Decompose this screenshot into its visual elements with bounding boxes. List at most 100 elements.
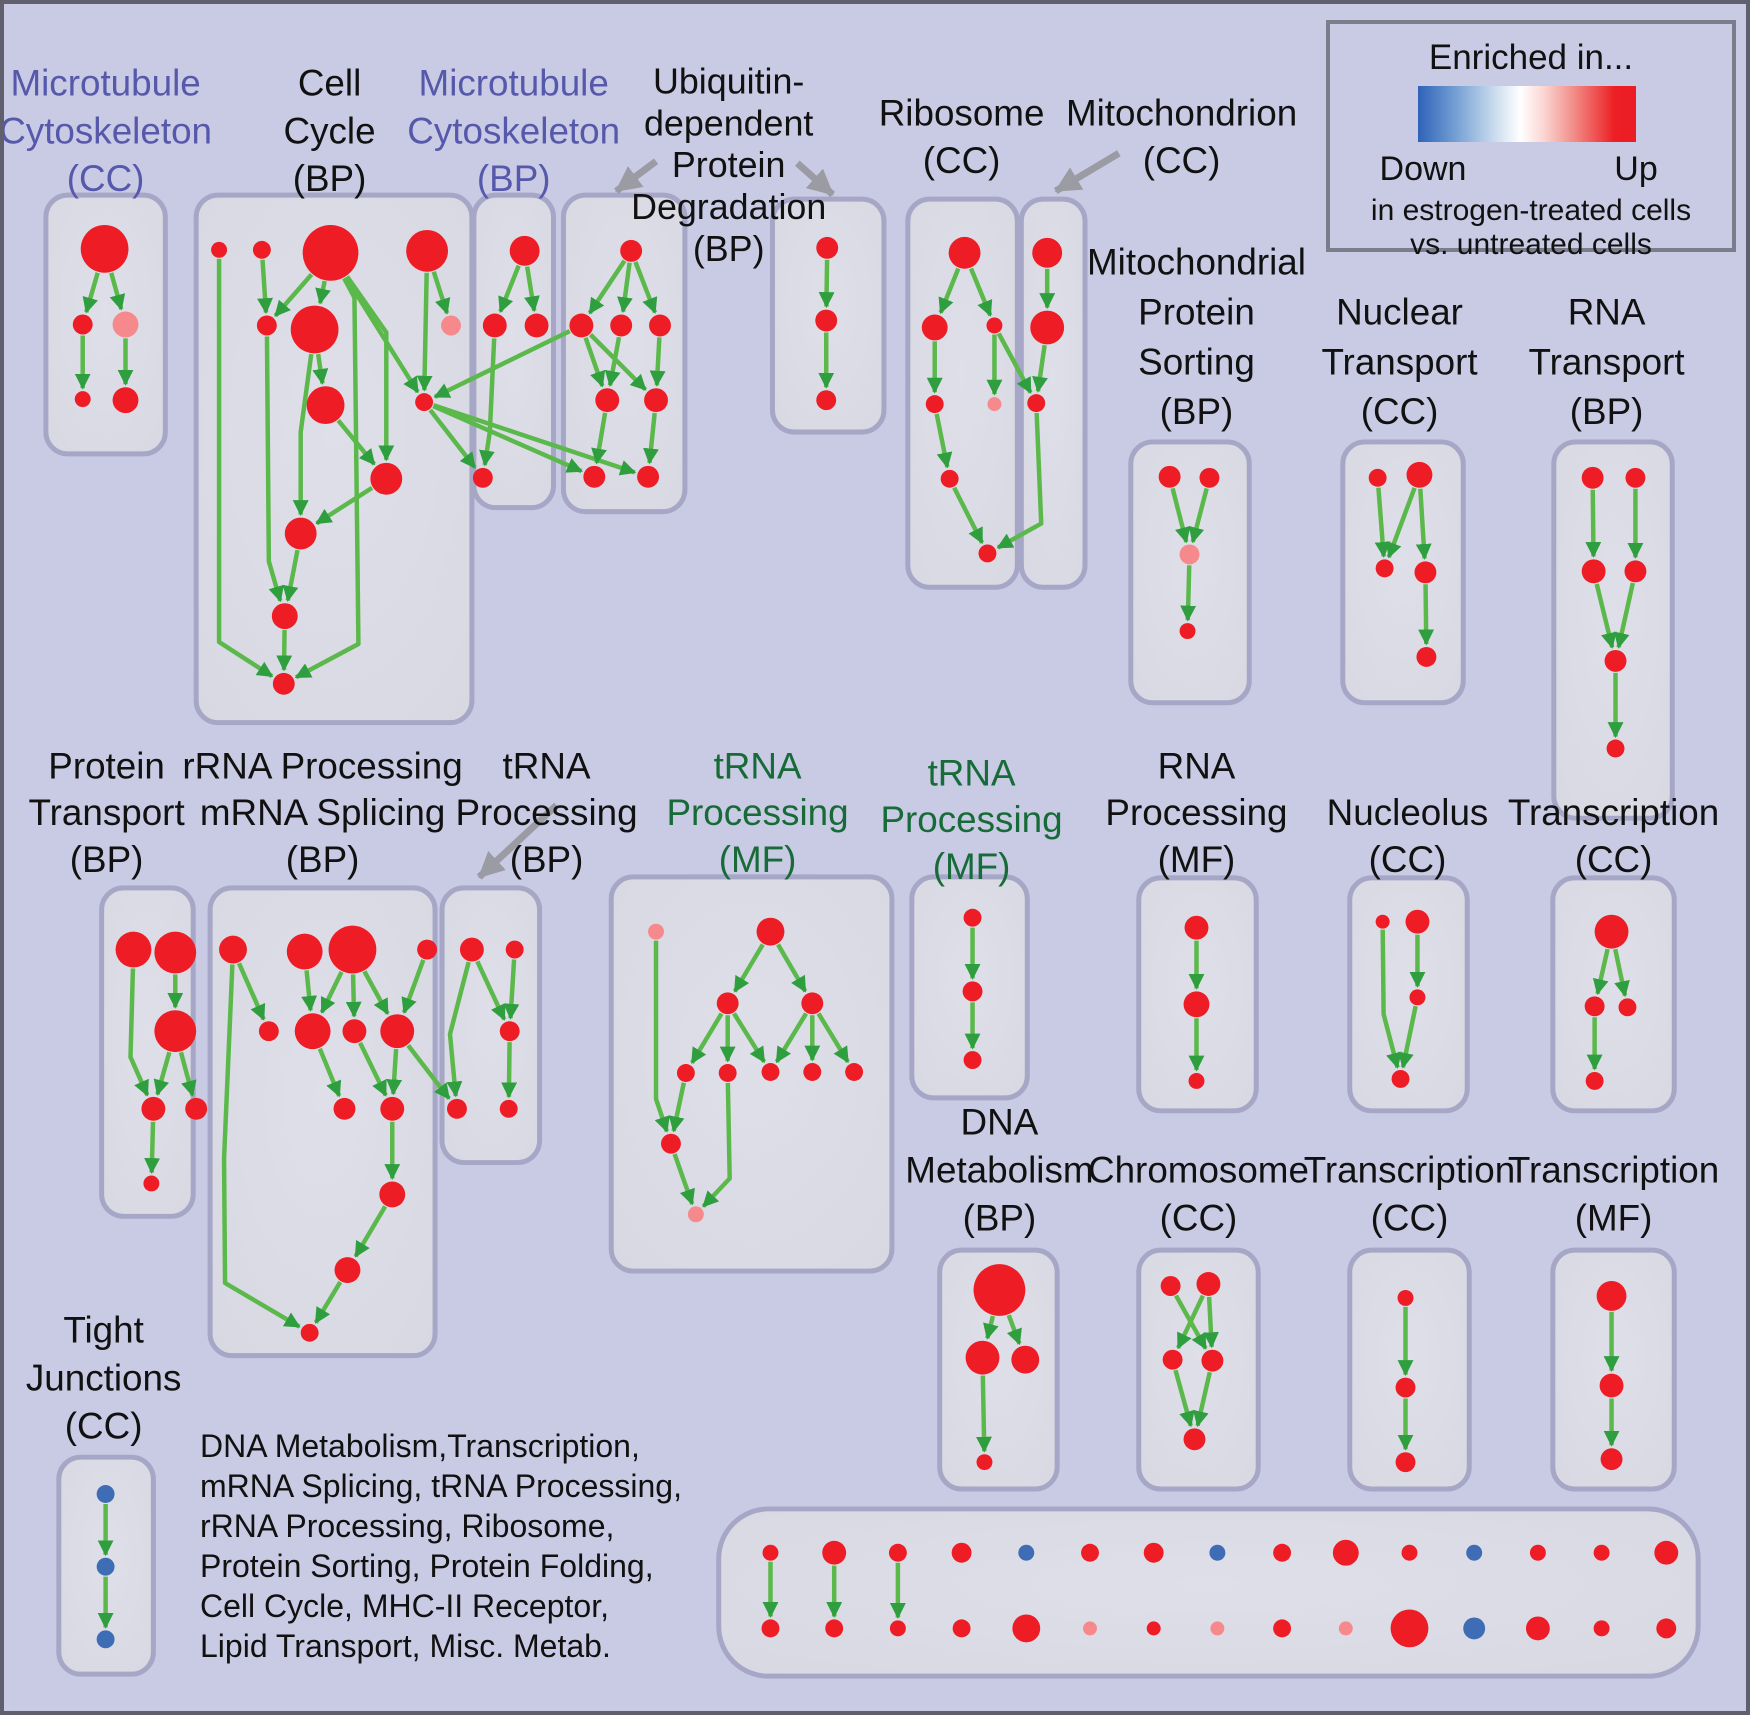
cluster-box-misc_metab — [716, 1506, 1701, 1679]
graph-edge-t4-t5 — [1418, 584, 1435, 646]
graph-node-bt6 — [1081, 1543, 1099, 1562]
graph-node-bt5 — [1018, 1544, 1035, 1561]
graph-node-k1 — [648, 923, 664, 940]
graph-edge-m1-m2 — [498, 264, 521, 314]
graph-node-b3 — [96, 1630, 115, 1649]
graph-node-g10 — [380, 1096, 405, 1121]
graph-node-bb6 — [1083, 1621, 1097, 1636]
graph-node-d1 — [973, 1264, 1026, 1316]
graph-node-k2 — [756, 917, 785, 946]
graph-edge-g2-g6 — [301, 970, 318, 1012]
graph-node-p5 — [185, 1097, 208, 1120]
graph-node-t1 — [1368, 468, 1387, 487]
graph-node-k10 — [661, 1133, 681, 1154]
graph-node-bb12 — [1463, 1617, 1486, 1640]
graph-node-g12 — [334, 1257, 361, 1284]
graph-node-m1 — [509, 235, 540, 266]
graph-edge-c3-c9 — [343, 276, 420, 394]
nucleolus_label: Nucleolus (CC) — [1327, 792, 1489, 880]
graph-node-m2 — [482, 313, 507, 338]
graph-node-z3 — [1395, 1452, 1416, 1473]
cluster-box-nuclear_transport — [1340, 439, 1466, 706]
graph-node-r6 — [940, 469, 959, 488]
graph-edge-k2-k3 — [732, 943, 765, 993]
graph-edge-d1-d2 — [983, 1315, 999, 1340]
graph-node-h2 — [505, 940, 524, 959]
graph-node-v1 — [816, 236, 839, 259]
graph-node-c4 — [406, 229, 449, 272]
graph-node-h5 — [499, 1099, 518, 1118]
graph-node-o3 — [1600, 1448, 1623, 1471]
cluster-box-chromosome — [1136, 1247, 1261, 1492]
graph-edge-y2-y4 — [1202, 1296, 1219, 1349]
graph-edge-c2-c5 — [257, 259, 273, 315]
graph-node-bt14 — [1593, 1544, 1610, 1561]
graph-node-bt7 — [1143, 1542, 1164, 1563]
graph-edge-u1-u3 — [617, 262, 633, 314]
graph-node-bb15 — [1656, 1618, 1677, 1639]
note-line: DNA Metabolism,Transcription, — [200, 1428, 640, 1464]
graph-node-f3 — [1409, 989, 1426, 1006]
graph-node-q5 — [1604, 649, 1627, 672]
graph-node-j2 — [962, 981, 983, 1002]
mitochondrion-pointer-arrow-icon — [1053, 150, 1121, 194]
graph-node-t3 — [1375, 559, 1394, 578]
graph-edge-p4-p6 — [144, 1121, 161, 1175]
cluster-box-trna_bp — [439, 885, 543, 1166]
graph-edge-q4-q5 — [1613, 582, 1636, 649]
graph-edge-u4-u6 — [649, 337, 666, 387]
graph-edge-t2-t4 — [1415, 488, 1432, 560]
rna_transport_label: RNA Transport (BP) — [1528, 291, 1684, 432]
graph-edge-c11-c12 — [282, 549, 300, 602]
graph-edge-k4-k7 — [774, 1012, 808, 1064]
graph-node-p4 — [141, 1096, 166, 1121]
graph-node-x4 — [1585, 1071, 1604, 1090]
graph-node-bb1 — [761, 1619, 780, 1638]
graph-edge-u2-u5 — [583, 336, 606, 388]
protein_transport_label: Protein Transport (BP) — [29, 745, 185, 880]
graph-node-c11 — [284, 517, 317, 550]
graph-node-y2 — [1196, 1272, 1221, 1296]
mitochondrion_label: Mitochondrion (CC) — [1066, 92, 1297, 181]
graph-node-e2 — [1183, 991, 1210, 1018]
graph-node-t4 — [1414, 561, 1437, 584]
graph-node-u1 — [620, 239, 643, 262]
graph-edge-d1-d3 — [1006, 1314, 1022, 1346]
graph-edge-c1-c14 — [216, 258, 274, 679]
graph-edge-s3-s4 — [1180, 565, 1197, 622]
graph-node-u4 — [649, 314, 671, 337]
graph-edge-t2-t3 — [1386, 487, 1417, 559]
graph-node-o2 — [1599, 1373, 1624, 1398]
graph-node-c6 — [290, 305, 339, 354]
graph-node-g9 — [333, 1097, 356, 1120]
graph-node-w3 — [1027, 394, 1046, 413]
legend-down-label: Down — [1379, 150, 1467, 188]
graph-edge-f3-f4 — [1398, 1005, 1418, 1069]
graph-node-d2 — [965, 1340, 1000, 1375]
graph-node-h3 — [499, 1021, 520, 1042]
graph-node-c9 — [415, 393, 434, 412]
graph-node-v2 — [815, 309, 838, 332]
graph-edge-g11-g12 — [353, 1205, 388, 1258]
graph-node-bb8 — [1210, 1621, 1225, 1636]
graph-edge-s1-s3 — [1170, 487, 1191, 544]
graph-edge-c12-c14 — [276, 630, 293, 672]
graph-node-u3 — [610, 314, 633, 337]
graph-node-bb5 — [1012, 1614, 1041, 1643]
nuclear_transport_label: Nuclear Transport (CC) — [1321, 291, 1477, 432]
graph-node-p3 — [154, 1010, 197, 1053]
graph-edge-w2-w3 — [1032, 344, 1048, 393]
graph-edge-c4-c7 — [431, 271, 451, 315]
graph-node-g4 — [417, 939, 438, 960]
graph-edge-h1-h4 — [446, 961, 471, 1098]
graph-edge-c9-u7 — [432, 404, 583, 474]
mt_cc_label: Microtubule Cytoskeleton (CC) — [4, 63, 212, 200]
graph-edge-c3-c10 — [345, 275, 395, 462]
graph-node-k9 — [845, 1063, 864, 1081]
graph-edge-c9-m4 — [428, 408, 477, 469]
transcription_cc3_label: Transcription (CC) — [1304, 1149, 1515, 1238]
graph-edge-x1-x2 — [1592, 948, 1610, 996]
graph-node-bt4 — [951, 1542, 972, 1563]
dna_metabolism_label: DNA Metabolism (BP) — [905, 1102, 1093, 1239]
